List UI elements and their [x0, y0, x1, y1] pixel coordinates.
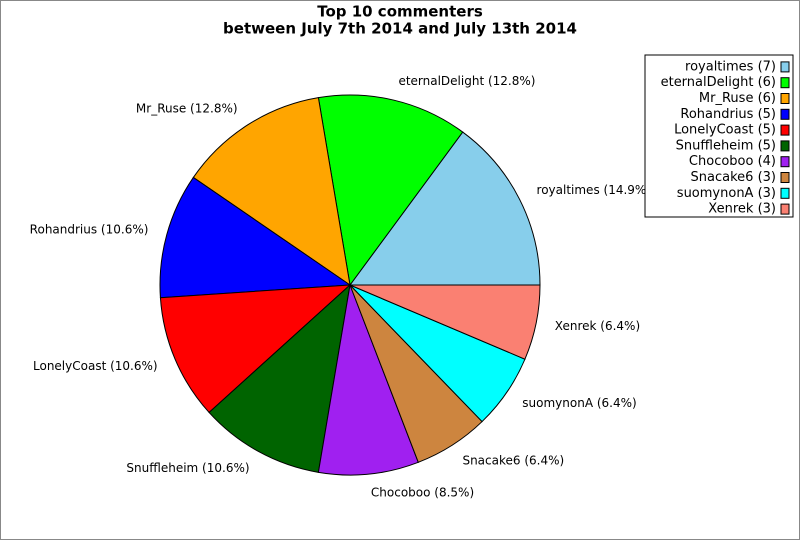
pie-slice — [349, 284, 541, 360]
chart-subtitle: between July 7th 2014 and July 13th 2014 — [223, 20, 577, 38]
legend-label: suomynonA (3) — [677, 186, 776, 201]
pie-slice — [192, 97, 351, 287]
pie-slice — [208, 283, 351, 473]
slice-label: Rohandrius (10.6%) — [30, 222, 149, 236]
pie-slice — [317, 283, 419, 476]
legend-label: Rohandrius (5) — [680, 107, 776, 122]
legend-swatch — [780, 77, 790, 89]
legend-swatch — [780, 93, 790, 104]
pie-slice — [317, 94, 464, 287]
slice-label: Chocoboo (8.5%) — [371, 485, 474, 499]
legend-swatch — [780, 187, 790, 199]
slice-label: LonelyCoast (10.6%) — [33, 359, 158, 373]
legend-box — [644, 54, 794, 218]
pie-slice — [349, 131, 541, 286]
slice-label: Mr_Ruse (12.8%) — [136, 101, 238, 115]
legend-label: Chocoboo (4) — [689, 154, 776, 169]
slice-label: eternalDelight (12.8%) — [398, 74, 535, 88]
pie-slice — [159, 284, 352, 414]
legend-label: LonelyCoast (5) — [674, 123, 776, 138]
slice-label: royaltimes (14.9%) — [537, 183, 651, 197]
legend-swatch — [780, 61, 790, 73]
slice-label: Snuffleheim (10.6%) — [126, 461, 249, 475]
slice-label: Xenrek (6.4%) — [555, 319, 640, 333]
slice-label: suomynonA (6.4%) — [522, 396, 636, 410]
legend-swatch — [780, 140, 790, 152]
legend-swatch — [780, 172, 790, 183]
chart-title: Top 10 commenters — [317, 3, 483, 21]
legend-label: Snuffleheim (5) — [676, 138, 776, 153]
legend-swatch — [780, 203, 790, 215]
legend-label: Mr_Ruse (6) — [699, 91, 776, 106]
legend-swatch — [780, 156, 790, 168]
legend-label: royaltimes (7) — [685, 59, 776, 74]
legend-label: Snacake6 (3) — [691, 170, 776, 185]
pie-slice — [159, 176, 352, 299]
legend-swatch — [780, 124, 790, 136]
legend-label: Xenrek (3) — [708, 202, 776, 217]
slice-label: Snacake6 (6.4%) — [462, 454, 564, 468]
legend-label: eternalDelight (6) — [661, 75, 776, 90]
legend-swatch — [780, 108, 790, 120]
